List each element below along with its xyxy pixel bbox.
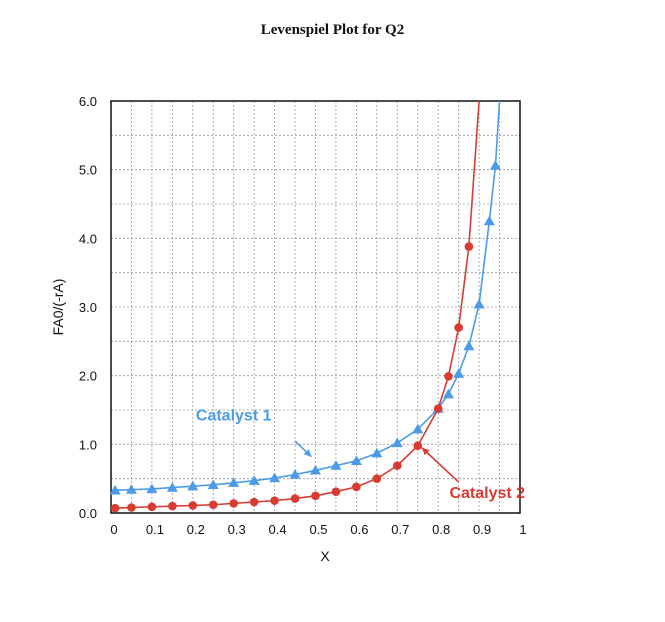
data-point-catalyst-2 bbox=[110, 503, 120, 513]
data-point-catalyst-2 bbox=[331, 487, 341, 497]
y-axis-label: FA0/(-rA) bbox=[50, 279, 66, 336]
data-point-catalyst-2 bbox=[147, 502, 157, 512]
data-point-catalyst-1 bbox=[453, 368, 465, 378]
data-point-catalyst-2 bbox=[290, 494, 300, 503]
data-point-catalyst-2 bbox=[433, 404, 443, 413]
x-tick-label: 0 bbox=[110, 522, 117, 537]
data-point-catalyst-2 bbox=[413, 441, 423, 451]
data-point-catalyst-2 bbox=[311, 491, 320, 501]
data-point-catalyst-2 bbox=[352, 482, 361, 492]
grid bbox=[111, 101, 520, 513]
x-tick-label: 0.7 bbox=[391, 522, 409, 537]
data-point-catalyst-1 bbox=[109, 484, 121, 495]
x-tick-label: 0.4 bbox=[269, 522, 287, 537]
x-tick-label: 0.6 bbox=[350, 522, 368, 537]
data-point-catalyst-1 bbox=[371, 447, 383, 458]
data-point-catalyst-1 bbox=[166, 482, 178, 492]
annotation-arrow-catalyst-2 bbox=[421, 447, 460, 483]
y-tick-label: 2.0 bbox=[79, 369, 97, 384]
annotation-arrowhead-catalyst-2 bbox=[421, 447, 430, 456]
x-tick-label: 0.3 bbox=[228, 522, 246, 537]
x-tick-label: 0.2 bbox=[187, 522, 205, 537]
data-point-catalyst-1 bbox=[350, 455, 362, 465]
data-point-catalyst-1 bbox=[483, 215, 495, 226]
y-tick-label: 1.0 bbox=[79, 437, 97, 452]
data-point-catalyst-1 bbox=[146, 483, 158, 494]
y-tick-label: 6.0 bbox=[79, 94, 97, 109]
plot-frame bbox=[110, 100, 521, 514]
x-tick-label: 0.8 bbox=[432, 522, 450, 537]
data-point-catalyst-1 bbox=[187, 480, 199, 491]
data-point-catalyst-1 bbox=[391, 437, 403, 448]
data-point-catalyst-1 bbox=[125, 484, 137, 494]
y-tick-label: 3.0 bbox=[79, 300, 97, 315]
data-point-catalyst-1 bbox=[489, 160, 501, 170]
data-point-catalyst-2 bbox=[454, 323, 463, 332]
data-point-catalyst-1 bbox=[269, 472, 281, 483]
data-point-catalyst-1 bbox=[473, 298, 485, 309]
x-tick-label: 0.9 bbox=[473, 522, 491, 537]
data-point-catalyst-1 bbox=[463, 340, 475, 351]
series-line-catalyst-1 bbox=[115, 100, 501, 492]
x-axis-label: X bbox=[320, 548, 330, 564]
data-point-catalyst-2 bbox=[393, 461, 402, 470]
data-point-catalyst-1 bbox=[248, 475, 260, 485]
data-point-catalyst-2 bbox=[208, 500, 218, 510]
series bbox=[109, 100, 501, 513]
data-point-catalyst-2 bbox=[249, 497, 259, 507]
data-point-catalyst-2 bbox=[168, 501, 177, 511]
annotation-catalyst-1: Catalyst 1 bbox=[196, 407, 272, 424]
chart-title: Levenspiel Plot for Q2 bbox=[260, 22, 405, 38]
data-point-catalyst-1 bbox=[228, 477, 240, 487]
data-point-catalyst-2 bbox=[229, 499, 238, 508]
y-tick-label: 4.0 bbox=[79, 231, 97, 246]
x-ticks: 0 0.1 0.2 0.3 0.4 0.5 0.6 0.7 0.8 0.9 1 bbox=[110, 522, 526, 537]
x-tick-label: 0.5 bbox=[309, 522, 327, 537]
y-tick-label: 5.0 bbox=[79, 163, 97, 178]
series-line-catalyst-2 bbox=[115, 100, 480, 509]
y-tick-label: 0.0 bbox=[79, 506, 97, 521]
annotations: Catalyst 1 Catalyst 2 bbox=[196, 407, 525, 502]
annotation-catalyst-2: Catalyst 2 bbox=[449, 485, 525, 502]
data-point-catalyst-1 bbox=[207, 479, 219, 489]
y-ticks: 0.0 1.0 2.0 3.0 4.0 5.0 6.0 bbox=[79, 94, 97, 521]
annotation-arrowhead-catalyst-1 bbox=[303, 449, 312, 457]
data-point-catalyst-2 bbox=[188, 501, 198, 510]
data-point-catalyst-1 bbox=[412, 423, 424, 434]
data-point-catalyst-1 bbox=[442, 388, 454, 399]
x-tick-label: 0.1 bbox=[146, 522, 164, 537]
x-tick-label: 1 bbox=[519, 522, 526, 537]
data-point-catalyst-1 bbox=[310, 464, 321, 475]
data-point-catalyst-1 bbox=[289, 469, 301, 479]
data-point-catalyst-2 bbox=[270, 496, 279, 505]
data-point-catalyst-2 bbox=[464, 242, 474, 251]
data-point-catalyst-2 bbox=[444, 372, 453, 381]
data-point-catalyst-2 bbox=[372, 474, 382, 483]
data-point-catalyst-1 bbox=[330, 460, 342, 470]
data-point-catalyst-2 bbox=[127, 503, 136, 512]
